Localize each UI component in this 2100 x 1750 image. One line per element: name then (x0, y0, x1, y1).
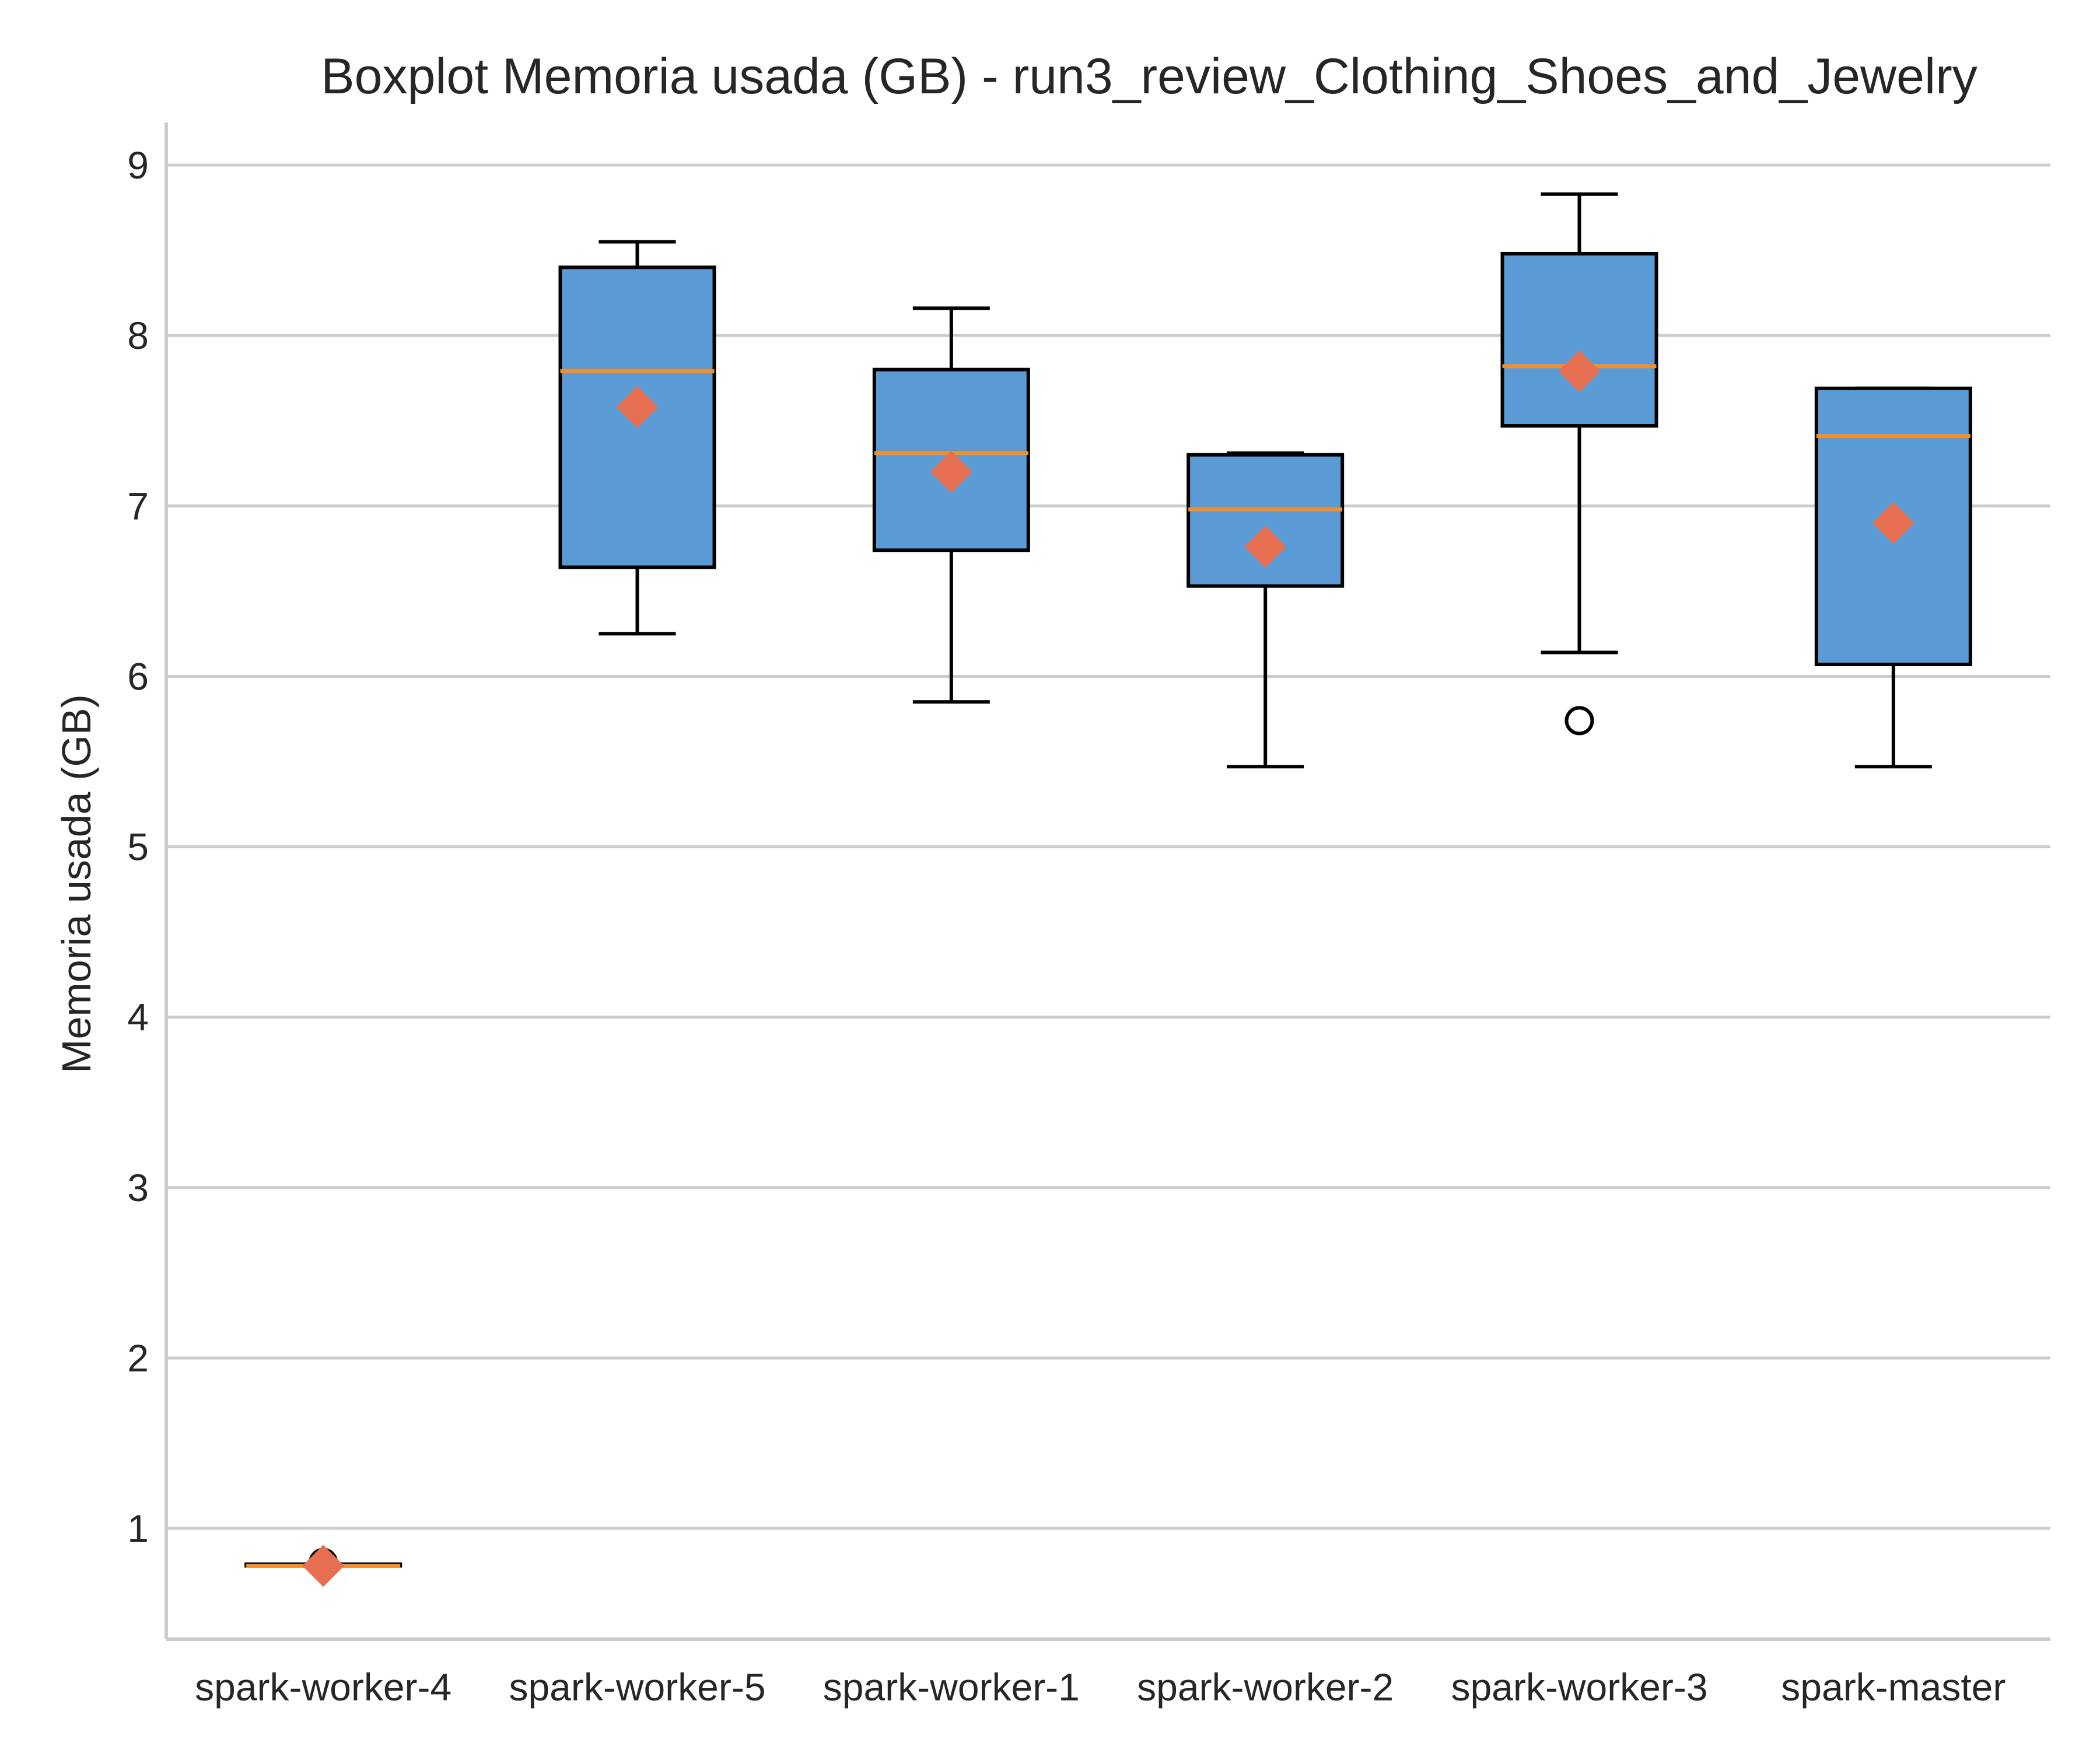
mean-marker (616, 386, 659, 428)
mean-marker (1244, 526, 1287, 568)
box-spark-worker-4 (244, 1545, 402, 1587)
y-tick-label: 1 (127, 1507, 149, 1550)
box-spark-worker-5 (558, 240, 716, 636)
gridlines (166, 163, 2050, 1530)
y-tick-label: 3 (127, 1166, 149, 1209)
mean-marker (1558, 350, 1601, 393)
x-tick-label: spark-worker-2 (1137, 1665, 1394, 1709)
mean-marker (302, 1545, 345, 1587)
outlier-point (1564, 706, 1594, 736)
tick-labels: 1 2 3 4 5 6 7 8 9 spark-worker-4 spark-worker-5 spa… (127, 144, 2006, 1709)
x-tick-label: spark-worker-4 (195, 1665, 452, 1709)
chart-title: Boxplot Memoria usada (GB) - run3_review… (321, 48, 1977, 104)
y-tick-label: 6 (127, 654, 149, 698)
boxes (244, 192, 1972, 1587)
x-tick-label: spark-worker-3 (1451, 1665, 1707, 1709)
mean-marker (1872, 502, 1915, 544)
y-tick-label: 5 (127, 825, 149, 869)
y-tick-label: 2 (127, 1336, 149, 1380)
box-spark-worker-2 (1186, 451, 1345, 769)
y-tick-label: 4 (127, 996, 149, 1039)
y-axis-title: Memoria usada (GB) (54, 694, 99, 1073)
box-spark-master (1814, 386, 1972, 769)
x-tick-label: spark-master (1781, 1665, 2006, 1709)
box-spark-worker-3 (1500, 192, 1658, 736)
x-tick-label: spark-worker-1 (823, 1665, 1080, 1709)
y-tick-label: 7 (127, 484, 149, 527)
mean-marker (930, 450, 972, 493)
y-tick-label: 9 (127, 144, 149, 187)
x-tick-label: spark-worker-5 (509, 1665, 765, 1709)
axes (164, 123, 2050, 1641)
box-spark-worker-1 (872, 306, 1030, 704)
box-body (1500, 251, 1658, 428)
y-tick-label: 8 (127, 314, 149, 357)
